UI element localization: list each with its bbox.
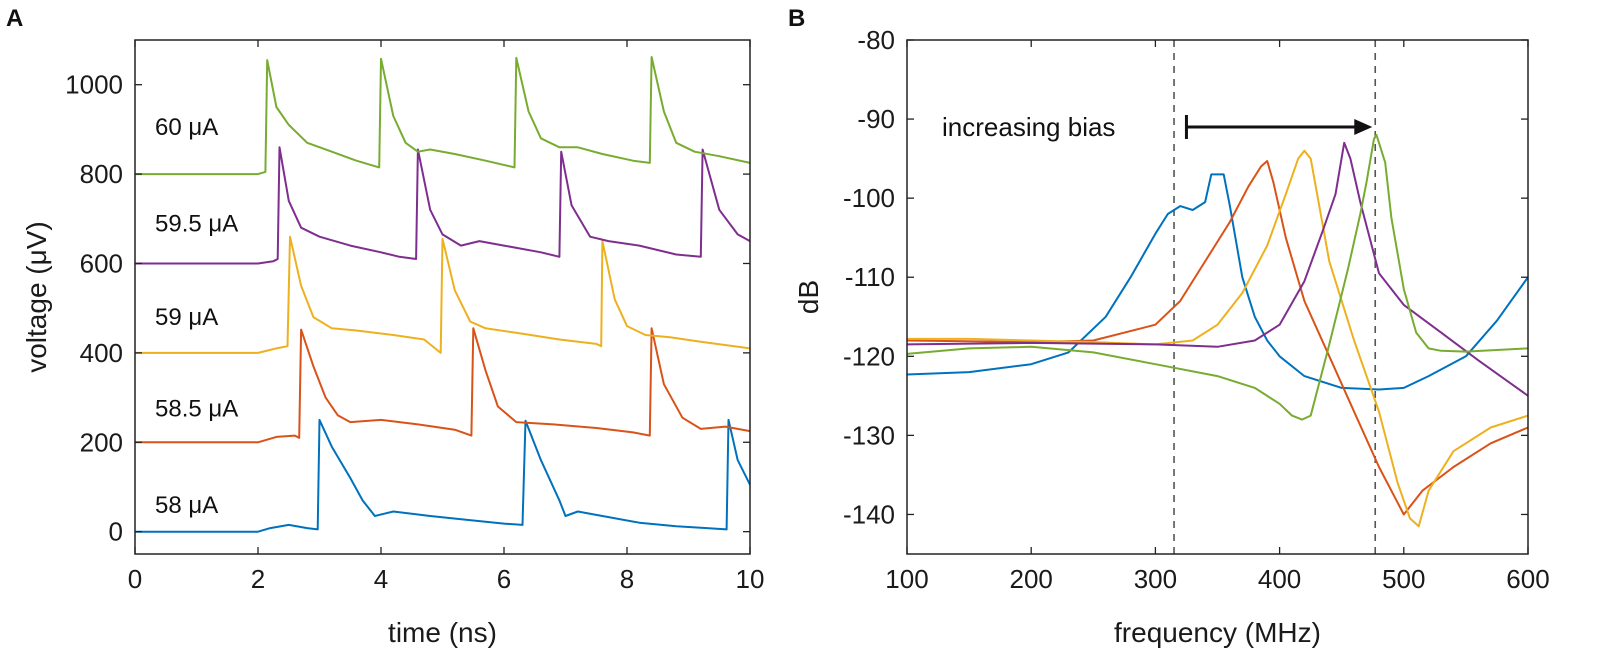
chart-a-series-label: 58.5 μA: [155, 396, 238, 423]
chart-a-series-line-0: [135, 418, 751, 533]
chart-b-x-tick-label: 300: [1134, 564, 1177, 594]
chart-b-frame: [906, 39, 1529, 555]
chart-a-series-label: 59 μA: [155, 304, 218, 331]
chart-b-y-tick-label: -100: [843, 183, 895, 213]
chart-a-x-tick-label: 8: [620, 564, 634, 594]
chart-b-series-line-yellow: [907, 149, 1529, 528]
chart-a-series-label: 59.5 μA: [155, 210, 238, 237]
chart-a-series-label: 60 μA: [155, 114, 218, 141]
chart-b-y-tick-label: -90: [857, 104, 895, 134]
panel-b-label: B: [788, 5, 805, 32]
chart-b-x-tick-label: 400: [1258, 564, 1301, 594]
chart-b-series-line-green: [906, 133, 1529, 421]
chart-a-x-tick-label: 0: [128, 564, 142, 594]
chart-b-x-tick-label: 200: [1010, 564, 1053, 594]
chart-b-y-tick-label: -130: [843, 420, 895, 450]
chart-b-y-tick-label: -120: [843, 341, 895, 371]
chart-b-y-tick-label: -80: [857, 25, 895, 55]
chart-b-series-line-blue: [906, 173, 1529, 391]
chart-b-y-tick-label: -140: [843, 499, 895, 529]
chart-b-y-tick-label: -110: [845, 262, 895, 292]
chart-a-series-label: 58 μA: [155, 492, 218, 519]
chart-a-y-tick-label: 1000: [65, 70, 123, 100]
chart-b-x-tick-label: 500: [1382, 564, 1425, 594]
chart-a-y-tick-label: 800: [80, 159, 123, 189]
arrow-head-icon: [1354, 118, 1373, 135]
chart-a-x-tick-label: 6: [497, 564, 511, 594]
chart-a: time (ns) voltage (μV) 0 2 4 6 8 10 0 200 400 600…: [21, 39, 765, 648]
chart-b-y-axis-label: dB: [793, 280, 824, 314]
chart-a-y-tick-label: 0: [109, 517, 123, 547]
chart-b: frequency (MHz) dB increasing bias 100 20…: [793, 25, 1550, 648]
chart-b-series-line-purple: [906, 141, 1529, 397]
chart-b-x-tick-label: 600: [1506, 564, 1549, 594]
chart-a-x-tick-label: 2: [251, 564, 265, 594]
chart-b-x-axis-label: frequency (MHz): [1114, 617, 1321, 648]
chart-a-y-tick-label: 400: [80, 338, 123, 368]
chart-a-y-tick-label: 600: [80, 248, 123, 278]
chart-a-series-line-1: [135, 327, 751, 444]
chart-a-y-axis-label: voltage (μV): [21, 221, 52, 373]
chart-a-x-tick-label: 10: [736, 564, 765, 594]
panel-a-label: A: [6, 5, 23, 32]
chart-a-series-line-3: [135, 146, 751, 265]
chart-b-x-tick-label: 100: [885, 564, 928, 594]
chart-a-series-line-4: [135, 56, 751, 176]
chart-a-frame: [134, 39, 751, 555]
chart-a-series-line-2: [135, 235, 751, 354]
chart-b-series-line-red: [906, 160, 1529, 516]
chart-a-x-tick-label: 4: [374, 564, 388, 594]
increasing-bias-annotation: increasing bias: [942, 112, 1115, 142]
chart-a-x-axis-label: time (ns): [388, 617, 497, 648]
chart-a-y-tick-label: 200: [80, 427, 123, 457]
